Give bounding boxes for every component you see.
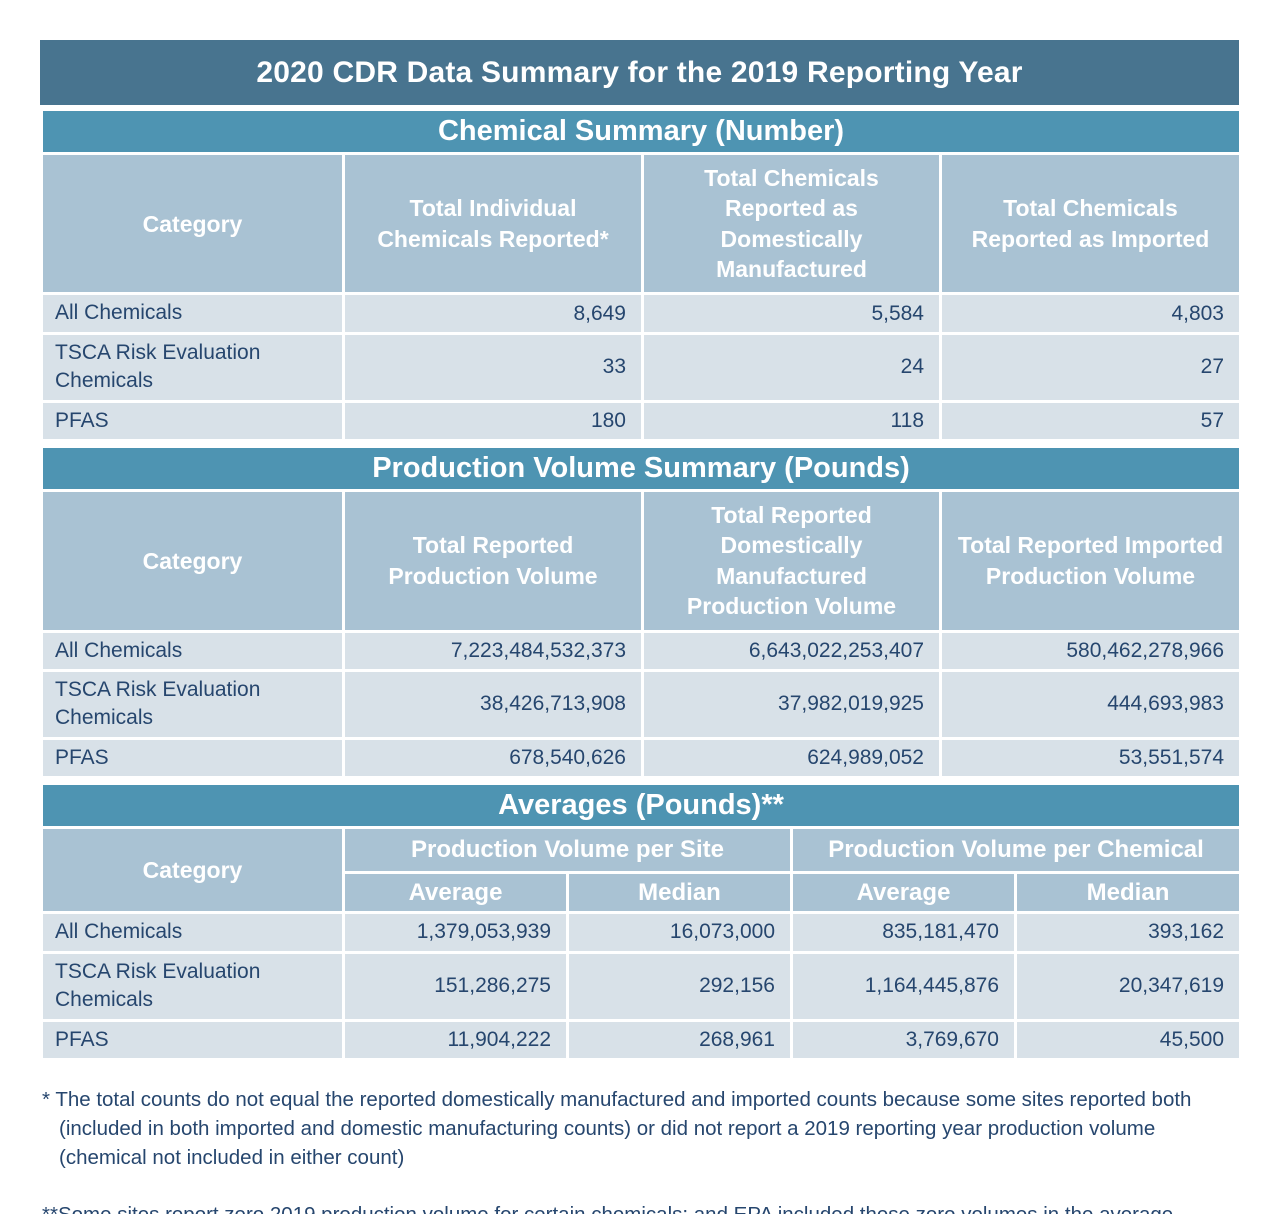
- value-cell: 678,540,626: [342, 736, 644, 780]
- value-cell: 33: [342, 331, 644, 403]
- category-cell: TSCA Risk Evaluation Chemicals: [40, 950, 345, 1022]
- value-cell: 444,693,983: [939, 668, 1242, 740]
- value-cell: 624,989,052: [641, 736, 942, 780]
- footnote-double-asterisk: **Some sites report zero 2019 production…: [42, 1200, 1197, 1214]
- category-cell: PFAS: [40, 399, 345, 443]
- category-cell: TSCA Risk Evaluation Chemicals: [40, 331, 345, 403]
- table-row: TSCA Risk Evaluation Chemicals 151,286,2…: [40, 950, 1243, 1022]
- table-row: All Chemicals 7,223,484,532,373 6,643,02…: [40, 629, 1242, 672]
- section-header-chemical-summary: Chemical Summary (Number): [40, 108, 1242, 155]
- value-cell: 393,162: [1013, 911, 1243, 954]
- value-cell: 16,073,000: [566, 911, 793, 954]
- cdr-summary-table: 2020 CDR Data Summary for the 2019 Repor…: [39, 40, 1243, 1061]
- footnote-marker: *: [42, 1087, 56, 1111]
- footnotes: * The total counts do not equal the repo…: [42, 1085, 1197, 1214]
- value-cell: 24: [641, 331, 942, 403]
- value-cell: 292,156: [566, 950, 793, 1022]
- value-cell: 1,164,445,876: [790, 950, 1017, 1022]
- footnote-text: Some sites report zero 2019 production v…: [58, 1203, 1173, 1214]
- value-cell: 268,961: [566, 1018, 793, 1061]
- group-header-per-site: Production Volume per Site: [342, 826, 793, 875]
- table-row: TSCA Risk Evaluation Chemicals 38,426,71…: [40, 668, 1242, 740]
- value-cell: 27: [939, 331, 1242, 403]
- value-cell: 3,769,670: [790, 1018, 1017, 1061]
- column-header-domestically-manufactured: Total Chemicals Reported as Domestically…: [641, 151, 942, 296]
- group-header-per-chemical: Production Volume per Chemical: [789, 826, 1243, 875]
- column-header-imported: Total Chemicals Reported as Imported: [939, 151, 1242, 296]
- column-header-domestic-volume: Total Reported Domestically Manufactured…: [641, 489, 942, 633]
- column-header-category: Category: [40, 826, 345, 915]
- section-header-averages: Averages (Pounds)**: [39, 782, 1243, 830]
- table-row: PFAS 180 118 57: [40, 399, 1242, 443]
- column-header-total-individual: Total Individual Chemicals Reported*: [342, 151, 644, 296]
- table-row: TSCA Risk Evaluation Chemicals 33 24 27: [40, 331, 1242, 403]
- value-cell: 151,286,275: [342, 950, 569, 1022]
- section-header-production-volume: Production Volume Summary (Pounds): [40, 445, 1242, 493]
- column-header-category: Category: [40, 151, 345, 296]
- category-cell: All Chemicals: [40, 911, 345, 954]
- subcolumn-header-site-average: Average: [342, 871, 569, 915]
- footnote-text: The total counts do not equal the report…: [55, 1087, 1192, 1169]
- averages-table: Averages (Pounds)** Category Production …: [39, 782, 1243, 1061]
- value-cell: 57: [939, 399, 1242, 443]
- column-header-imported-volume: Total Reported Imported Production Volum…: [939, 489, 1242, 633]
- value-cell: 45,500: [1013, 1018, 1243, 1061]
- value-cell: 6,643,022,253,407: [641, 629, 942, 672]
- value-cell: 11,904,222: [342, 1018, 569, 1061]
- table-row: All Chemicals 1,379,053,939 16,073,000 8…: [40, 911, 1243, 954]
- value-cell: 835,181,470: [790, 911, 1017, 954]
- production-volume-table: Production Volume Summary (Pounds) Categ…: [40, 445, 1242, 780]
- chemical-summary-table: Chemical Summary (Number) Category Total…: [40, 108, 1242, 443]
- table-row: PFAS 11,904,222 268,961 3,769,670 45,500: [40, 1018, 1243, 1061]
- subcolumn-header-chemical-average: Average: [790, 871, 1017, 915]
- subcolumn-header-site-median: Median: [566, 871, 793, 915]
- value-cell: 580,462,278,966: [939, 629, 1242, 672]
- column-header-category: Category: [40, 489, 345, 633]
- value-cell: 8,649: [342, 292, 644, 335]
- subcolumn-header-chemical-median: Median: [1013, 871, 1243, 915]
- value-cell: 180: [342, 399, 644, 443]
- category-cell: PFAS: [40, 736, 345, 780]
- value-cell: 5,584: [641, 292, 942, 335]
- value-cell: 118: [641, 399, 942, 443]
- table-title: 2020 CDR Data Summary for the 2019 Repor…: [40, 40, 1239, 105]
- table-row: All Chemicals 8,649 5,584 4,803: [40, 292, 1242, 335]
- category-cell: PFAS: [40, 1018, 345, 1061]
- value-cell: 7,223,484,532,373: [342, 629, 644, 672]
- column-header-total-reported-volume: Total Reported Production Volume: [342, 489, 644, 633]
- footnote-single-asterisk: * The total counts do not equal the repo…: [42, 1085, 1197, 1172]
- category-cell: All Chemicals: [40, 292, 345, 335]
- value-cell: 38,426,713,908: [342, 668, 644, 740]
- footnote-marker: **: [42, 1203, 58, 1214]
- value-cell: 37,982,019,925: [641, 668, 942, 740]
- value-cell: 20,347,619: [1013, 950, 1243, 1022]
- value-cell: 1,379,053,939: [342, 911, 569, 954]
- category-cell: TSCA Risk Evaluation Chemicals: [40, 668, 345, 740]
- category-cell: All Chemicals: [40, 629, 345, 672]
- value-cell: 4,803: [939, 292, 1242, 335]
- table-row: PFAS 678,540,626 624,989,052 53,551,574: [40, 736, 1242, 780]
- value-cell: 53,551,574: [939, 736, 1242, 780]
